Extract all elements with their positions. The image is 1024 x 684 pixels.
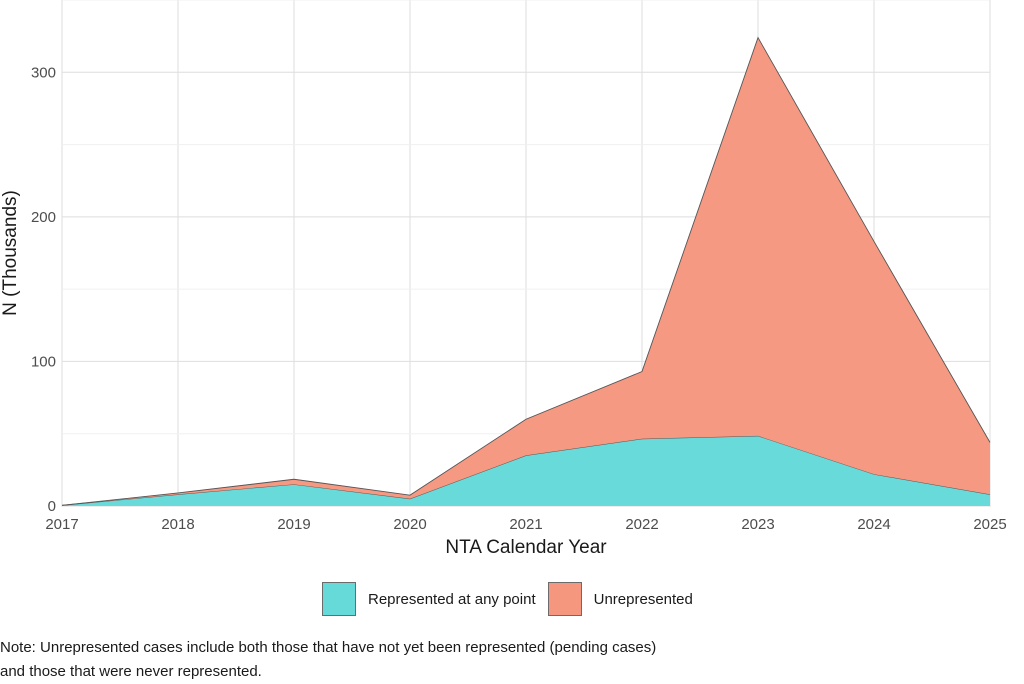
x-tick-2022: 2022: [625, 516, 658, 533]
y-tick-200: 200: [31, 209, 56, 226]
legend-item-represented: Represented at any point: [322, 582, 536, 616]
x-tick-2024: 2024: [857, 516, 890, 533]
legend-swatch-represented: [322, 582, 356, 616]
footnote-line-2: and those that were never represented.: [0, 663, 262, 680]
x-tick-2021: 2021: [509, 516, 542, 533]
legend-item-unrepresented: Unrepresented: [547, 582, 693, 616]
legend-label-represented: Represented at any point: [368, 590, 536, 608]
y-tick-100: 100: [31, 353, 56, 370]
y-tick-0: 0: [48, 498, 56, 515]
x-tick-2017: 2017: [45, 516, 78, 533]
area-layers: [61, 36, 991, 506]
legend-label-unrepresented: Unrepresented: [593, 590, 693, 608]
legend-swatch-unrepresented: [547, 582, 582, 616]
x-tick-2020: 2020: [393, 516, 426, 533]
x-tick-2023: 2023: [741, 516, 774, 533]
area-outline-unrepresented: [61, 36, 991, 506]
legend: Represented at any point Unrepresented: [322, 582, 705, 616]
footnote-line-1: Note: Unrepresented cases include both t…: [0, 639, 657, 656]
area-represented-at-any-point: [62, 435, 990, 506]
y-axis-title: N (Thousands): [0, 190, 21, 316]
x-tick-2018: 2018: [161, 516, 194, 533]
y-tick-300: 300: [31, 64, 56, 81]
area-unrepresented: [62, 37, 990, 506]
x-tick-2019: 2019: [277, 516, 310, 533]
x-tick-labels: 2017 2018 2019 2020 2021 2022 2023 2024 2025: [45, 516, 1006, 533]
y-tick-labels: 0 100 200 300: [31, 64, 56, 515]
x-axis-title: NTA Calendar Year: [445, 537, 607, 558]
footnote: Note: Unrepresented cases include both t…: [0, 636, 656, 684]
x-tick-2025: 2025: [973, 516, 1006, 533]
